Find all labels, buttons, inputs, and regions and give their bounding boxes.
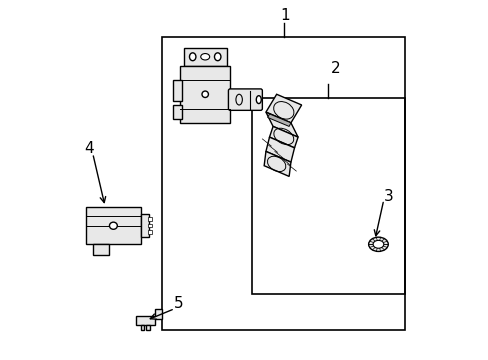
Text: 3: 3 [384,189,393,203]
Ellipse shape [235,94,242,105]
Polygon shape [265,112,298,137]
Polygon shape [135,309,162,325]
Ellipse shape [214,53,221,61]
FancyBboxPatch shape [228,89,262,111]
Bar [162,37,405,330]
Ellipse shape [372,240,383,248]
Bar [251,98,405,294]
Bar [173,80,182,102]
Ellipse shape [202,91,208,98]
Polygon shape [183,48,226,66]
Text: 1: 1 [280,8,290,23]
Polygon shape [264,152,290,176]
Bar [173,105,182,119]
Bar [94,244,107,255]
Bar [146,325,149,330]
Polygon shape [93,244,108,255]
Ellipse shape [368,237,387,251]
Bar [148,217,152,221]
Ellipse shape [201,54,209,60]
Text: 4: 4 [84,141,94,156]
Bar [141,214,148,237]
Ellipse shape [109,222,117,229]
Polygon shape [267,114,290,126]
Bar [148,230,152,234]
Bar [85,207,141,244]
Text: 2: 2 [330,62,340,76]
Polygon shape [265,137,294,162]
Bar [141,325,144,330]
Text: 5: 5 [173,296,183,311]
Polygon shape [265,94,301,123]
Ellipse shape [189,53,196,61]
Bar [148,224,152,227]
Polygon shape [269,126,298,148]
Ellipse shape [256,96,261,104]
Polygon shape [180,66,230,123]
